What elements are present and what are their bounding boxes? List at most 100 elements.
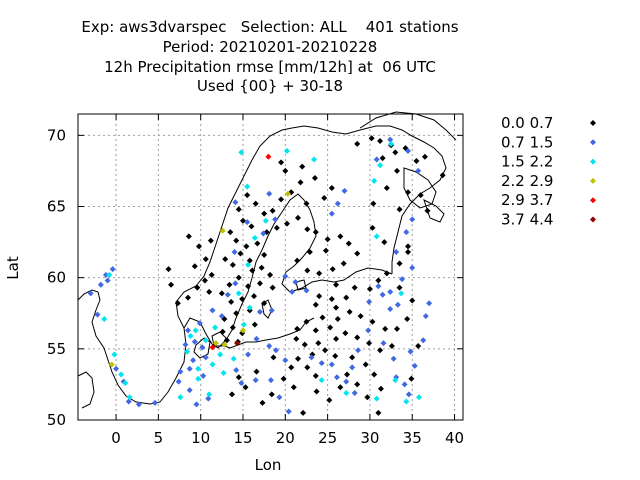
station-point [199, 344, 206, 351]
station-point [282, 357, 289, 364]
station-point [366, 298, 373, 305]
station-point [237, 250, 244, 257]
station-point [267, 271, 274, 278]
station-point [196, 243, 202, 250]
station-point [354, 250, 361, 257]
station-point [249, 267, 256, 274]
station-point [373, 156, 380, 163]
legend-marker [590, 216, 596, 223]
station-point [185, 294, 191, 301]
station-point [242, 384, 249, 391]
station-point [349, 364, 356, 371]
station-point [405, 243, 411, 250]
station-point [177, 394, 184, 401]
station-point [328, 185, 335, 192]
station-point [251, 321, 258, 328]
station-point [125, 398, 132, 405]
station-point [278, 159, 285, 166]
station-point [426, 300, 433, 307]
station-point [235, 374, 242, 381]
station-point [289, 288, 296, 295]
station-point [409, 264, 416, 271]
station-point [206, 288, 213, 295]
station-point [233, 237, 240, 244]
station-point [371, 177, 378, 184]
station-point [284, 148, 290, 155]
station-point [381, 239, 388, 246]
station-point [282, 273, 289, 280]
station-point [375, 283, 382, 290]
station-point [396, 260, 403, 267]
station-point [349, 354, 356, 361]
legend-marker [590, 177, 596, 184]
station-point [240, 321, 247, 328]
legend-label: 2.2 2.9 [501, 172, 553, 190]
x-axis-label: Lon [255, 456, 282, 474]
station-point [409, 297, 416, 304]
station-point [219, 328, 226, 335]
station-point [266, 190, 273, 197]
station-point [327, 324, 334, 331]
station-point [297, 179, 304, 186]
station-point [354, 140, 361, 147]
legend-label: 0.0 0.7 [501, 114, 553, 132]
station-point [185, 327, 191, 334]
station-point [252, 377, 259, 384]
station-point [113, 365, 120, 372]
station-point [405, 148, 411, 155]
y-tick-label: 65 [47, 198, 66, 216]
station-point [191, 338, 198, 345]
station-point [212, 324, 219, 331]
station-point [371, 371, 378, 378]
station-point [258, 264, 265, 271]
station-point [328, 296, 335, 303]
station-point [404, 315, 411, 322]
station-point [311, 156, 318, 163]
station-point [246, 304, 253, 311]
legend-marker [590, 139, 596, 146]
station-point [261, 210, 268, 217]
station-point [354, 381, 361, 388]
station-point [313, 388, 320, 395]
station-point [184, 348, 191, 355]
station-point [324, 236, 331, 243]
station-point [369, 318, 376, 325]
station-point [269, 207, 276, 214]
station-point [245, 283, 252, 290]
y-tick-label: 55 [47, 340, 66, 358]
station-point [202, 256, 209, 263]
station-point [109, 266, 116, 273]
station-point [387, 136, 394, 143]
station-point [354, 334, 361, 341]
station-point [396, 284, 403, 291]
station-point [290, 384, 297, 391]
station-point [108, 361, 115, 368]
station-point [202, 337, 209, 344]
station-point [205, 395, 212, 402]
station-point [111, 351, 118, 358]
station-point [226, 281, 233, 288]
chart-title-line-4: Used {00} + 30-18 [196, 77, 344, 95]
station-point [405, 189, 411, 196]
station-point [351, 389, 358, 396]
station-point [276, 394, 283, 401]
station-point [390, 355, 397, 362]
station-point [212, 340, 219, 347]
station-point [87, 290, 94, 297]
station-point [417, 192, 424, 199]
x-tick-label: 40 [445, 429, 464, 447]
y-axis-label: Lat [4, 256, 22, 280]
station-point [206, 391, 213, 398]
station-point [316, 293, 323, 300]
legend-marker [590, 197, 596, 204]
station-points [87, 135, 446, 416]
station-point [229, 261, 236, 268]
station-point [319, 314, 326, 321]
x-tick-label: 5 [154, 429, 164, 447]
station-point [405, 249, 411, 256]
station-point [421, 153, 428, 160]
station-point [303, 287, 310, 294]
station-point [187, 333, 194, 340]
station-point [192, 327, 199, 334]
x-tick-label: 15 [233, 429, 252, 447]
